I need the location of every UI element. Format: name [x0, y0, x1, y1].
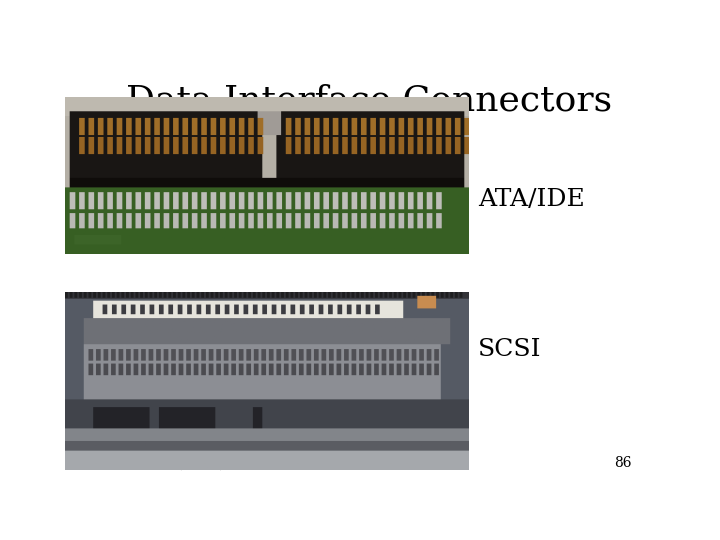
- Text: CSIT 301 (Blum): CSIT 301 (Blum): [107, 456, 224, 470]
- Text: 86: 86: [613, 456, 631, 470]
- Text: Data Interface Connectors: Data Interface Connectors: [126, 84, 612, 118]
- Text: ATA/IDE: ATA/IDE: [478, 188, 585, 212]
- Text: SCSI: SCSI: [478, 338, 541, 361]
